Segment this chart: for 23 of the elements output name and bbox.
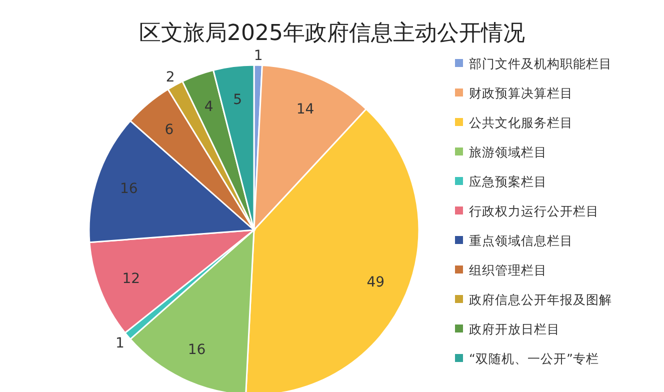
data-label: 5 [233, 92, 242, 108]
legend-label: 政府开放日栏目 [469, 322, 560, 336]
legend-label: 应急预案栏目 [469, 174, 547, 189]
legend-label: “双随机、一公开”专栏 [469, 351, 599, 366]
legend-label: 部门文件及机构职能栏目 [469, 56, 612, 71]
data-label: 49 [366, 274, 385, 290]
legend-label: 公共文化服务栏目 [469, 115, 573, 130]
data-label: 14 [296, 101, 314, 118]
chart-title: 区文旅局2025年政府信息主动公开情况 [139, 21, 525, 46]
data-label: 6 [164, 122, 174, 138]
data-label: 16 [120, 180, 138, 197]
legend-label: 旅游领域栏目 [469, 144, 547, 160]
data-label: 4 [204, 98, 214, 115]
data-label: 1 [115, 335, 124, 352]
legend-label: 组织管理栏目 [469, 262, 547, 278]
data-label: 12 [122, 271, 140, 288]
data-label: 2 [166, 69, 175, 86]
data-label: 1 [254, 48, 263, 64]
legend-label: 行政权力运行公开栏目 [469, 204, 599, 218]
legend-label: 财政预算决算栏目 [469, 86, 573, 100]
legend-label: 重点领域信息栏目 [469, 233, 573, 248]
data-label: 16 [188, 342, 206, 358]
legend-label: 政府信息公开年报及图解 [469, 292, 612, 307]
